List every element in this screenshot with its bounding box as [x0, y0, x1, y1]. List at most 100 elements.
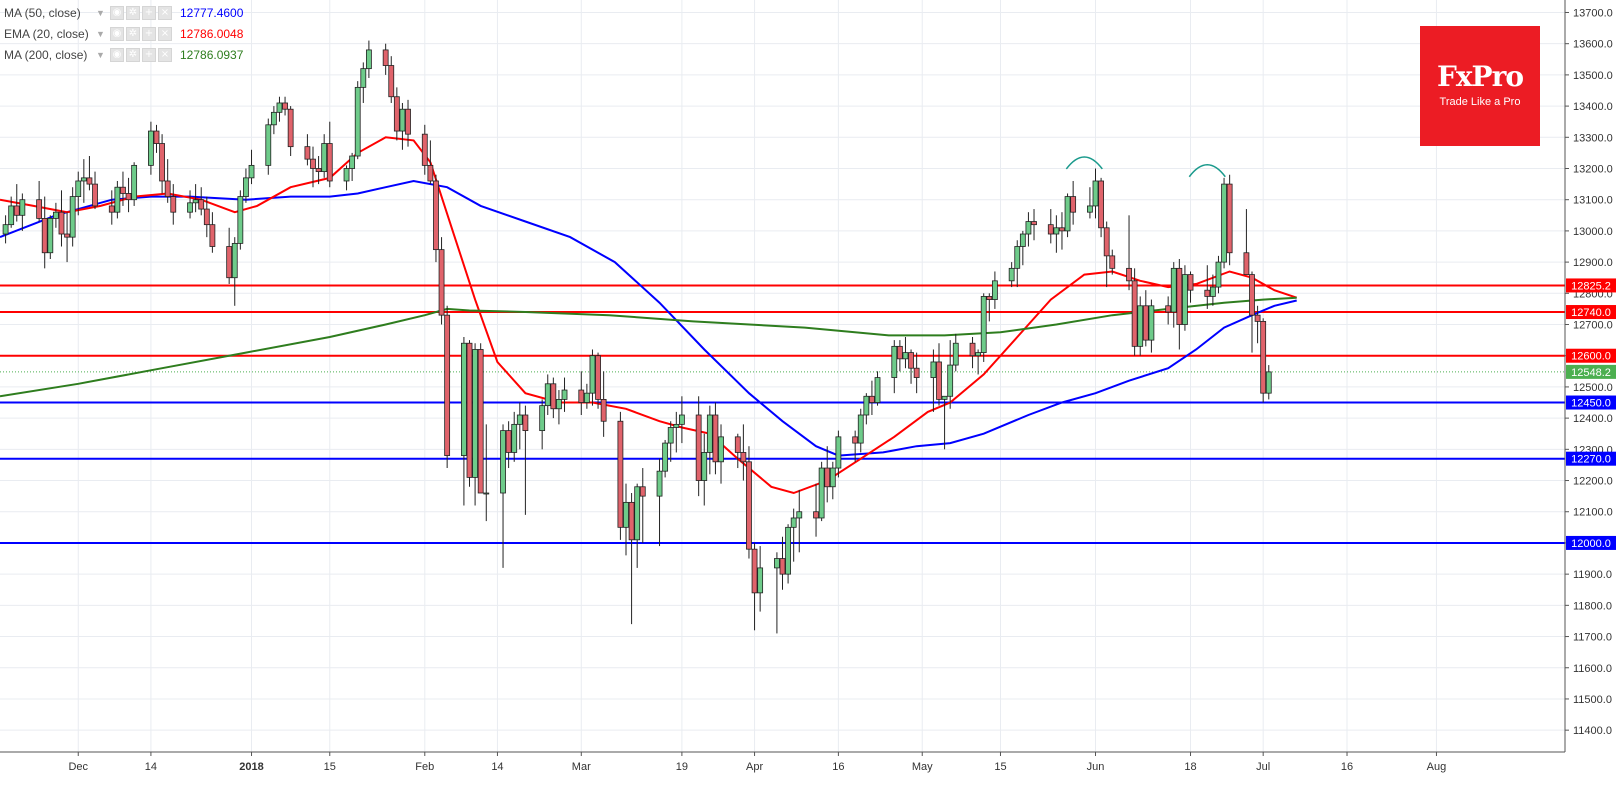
x-tick-label: Jul: [1256, 761, 1270, 773]
eye-icon[interactable]: ◉: [110, 26, 124, 41]
legend-row-ma50[interactable]: MA (50, close) ▼ ◉ ✲ + × 12777.4600: [4, 2, 243, 23]
price-tag-bg: [1566, 305, 1616, 320]
y-tick-label: 13100.0: [1573, 195, 1613, 207]
chevron-down-icon[interactable]: ▼: [96, 7, 105, 18]
chevron-down-icon[interactable]: ▼: [96, 49, 105, 60]
head-arc: [1188, 163, 1226, 178]
indicator-legend: MA (50, close) ▼ ◉ ✲ + × 12777.4600 EMA …: [4, 2, 243, 65]
y-tick-label: 11800.0: [1573, 600, 1612, 612]
eye-icon[interactable]: ◉: [110, 47, 124, 62]
legend-row-ma200[interactable]: MA (200, close) ▼ ◉ ✲ + × 12786.0937: [4, 44, 243, 65]
candle-body: [980, 296, 987, 353]
close-icon[interactable]: ×: [158, 26, 172, 41]
x-tick-label: 16: [832, 761, 844, 773]
candle-body: [192, 199, 199, 204]
price-axis-background[interactable]: [1565, 0, 1619, 786]
x-tick-label: Aug: [1427, 761, 1447, 773]
candle-body: [1221, 183, 1227, 263]
candle-body: [343, 168, 350, 182]
legend-value: 12786.0937: [180, 47, 244, 62]
legend-value: 12777.4600: [180, 5, 244, 20]
candle-body: [170, 196, 177, 213]
candle-body: [248, 164, 255, 179]
plus-icon[interactable]: +: [142, 47, 156, 62]
price-tag-label: 12600.0: [1571, 351, 1611, 363]
candle-body: [164, 180, 171, 197]
candle-body: [237, 196, 244, 244]
x-tick-label: 14: [491, 761, 503, 773]
candle-body: [1226, 183, 1233, 254]
candle-body: [500, 430, 506, 494]
price-tag-bg: [1566, 535, 1616, 550]
candle-body: [779, 558, 786, 575]
candle-body: [1064, 196, 1071, 232]
candle-body: [326, 143, 333, 182]
candle-body: [991, 280, 998, 300]
plus-icon[interactable]: +: [142, 26, 156, 41]
legend-name[interactable]: MA (50, close): [4, 5, 81, 20]
candle-body: [1098, 180, 1104, 229]
x-tick-label: 2018: [239, 761, 263, 773]
candle-body: [349, 155, 356, 169]
x-tick-label: Apr: [746, 761, 763, 773]
y-tick-label: 12100.0: [1573, 507, 1613, 519]
legend-name[interactable]: EMA (20, close): [4, 26, 89, 41]
candle-body: [740, 452, 747, 463]
candle-body: [673, 423, 680, 428]
candle-body: [824, 467, 831, 488]
candle-body: [388, 65, 395, 98]
candle-body: [1142, 305, 1149, 341]
candle-body: [282, 102, 288, 110]
candle-body: [209, 224, 216, 247]
candle-body: [92, 183, 98, 207]
price-tag-bg: [1566, 348, 1616, 363]
candle-body: [583, 392, 590, 403]
gear-icon[interactable]: ✲: [126, 5, 140, 20]
eye-icon[interactable]: ◉: [110, 5, 124, 20]
legend-row-ema20[interactable]: EMA (20, close) ▼ ◉ ✲ + × 12786.0048: [4, 23, 243, 44]
candle-body: [8, 205, 15, 226]
candle-body: [36, 199, 43, 219]
candle-body: [734, 436, 741, 453]
candle-body: [477, 349, 484, 494]
y-tick-label: 13200.0: [1573, 163, 1613, 175]
candle-body: [656, 470, 663, 497]
candle-body: [600, 399, 607, 422]
gear-icon[interactable]: ✲: [126, 26, 140, 41]
candle-body: [187, 202, 193, 213]
candle-body: [148, 130, 154, 166]
legend-value: 12786.0048: [180, 26, 244, 41]
legend-name[interactable]: MA (200, close): [4, 47, 88, 62]
chevron-down-icon[interactable]: ▼: [96, 28, 105, 39]
candle-body: [461, 342, 467, 456]
x-tick-label: 18: [1184, 761, 1196, 773]
x-tick-label: 15: [994, 761, 1006, 773]
candle-body: [483, 492, 490, 495]
candle-body: [69, 196, 76, 238]
y-tick-label: 12400.0: [1573, 413, 1613, 425]
candle-body: [516, 414, 523, 425]
candle-body: [1215, 261, 1222, 288]
candle-body: [913, 367, 920, 378]
logo-slogan: Trade Like a Pro: [1439, 96, 1521, 108]
gear-icon[interactable]: ✲: [126, 47, 140, 62]
candle-body: [578, 389, 585, 403]
candle-body: [896, 345, 903, 360]
candle-body: [1170, 267, 1177, 313]
candle-body: [1031, 221, 1037, 226]
x-tick-label: 19: [676, 761, 688, 773]
price-tag-label: 12450.0: [1571, 398, 1611, 410]
candle-body: [321, 143, 328, 173]
close-icon[interactable]: ×: [158, 5, 172, 20]
candle-body: [1053, 227, 1060, 235]
candle-body: [550, 383, 557, 410]
close-icon[interactable]: ×: [158, 47, 172, 62]
plus-icon[interactable]: +: [142, 5, 156, 20]
candle-body: [1087, 205, 1093, 213]
x-tick-label: 16: [1341, 761, 1353, 773]
price-tag-label: 12548.2: [1571, 367, 1611, 379]
candle-body: [975, 352, 982, 357]
candle-body: [427, 164, 434, 182]
y-tick-label: 11500.0: [1573, 694, 1612, 706]
